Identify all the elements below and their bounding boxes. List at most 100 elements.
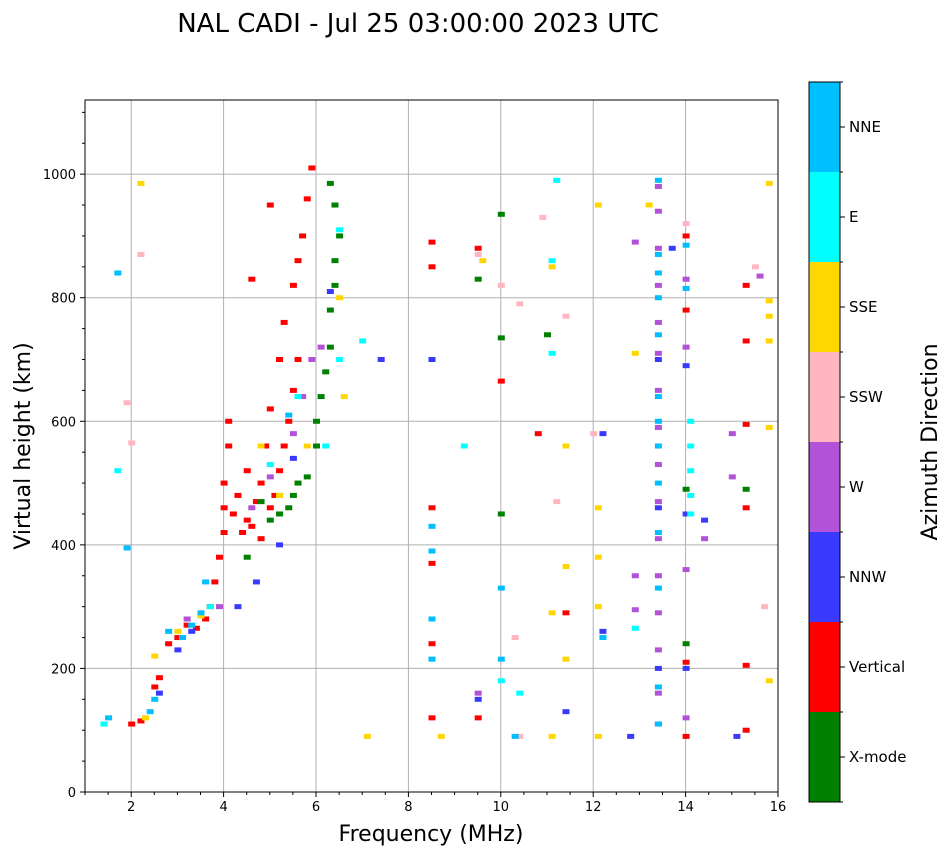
- echo-point: [497, 211, 505, 217]
- echo-point: [654, 665, 662, 671]
- echo-point: [359, 338, 367, 344]
- echo-point: [229, 511, 237, 517]
- echo-point: [336, 357, 344, 362]
- echo-point: [155, 675, 163, 681]
- echo-point: [742, 505, 750, 511]
- echo-point: [599, 635, 607, 641]
- y-tick-label: 600: [51, 415, 76, 430]
- echo-point: [594, 505, 602, 511]
- echo-point: [654, 332, 662, 338]
- y-tick-label: 800: [51, 292, 76, 307]
- echo-point: [687, 418, 695, 424]
- echo-point: [474, 251, 482, 257]
- echo-point: [243, 554, 251, 560]
- echo-point: [682, 285, 690, 291]
- echo-point: [266, 517, 274, 523]
- echo-point: [654, 350, 662, 356]
- echo-point: [654, 690, 662, 696]
- echo-point: [197, 613, 205, 619]
- echo-point: [248, 276, 256, 282]
- echo-point: [428, 239, 436, 245]
- colorbar-tick-label: Vertical: [849, 658, 905, 676]
- echo-point: [654, 536, 662, 542]
- echo-point: [428, 641, 436, 647]
- echo-point: [590, 431, 598, 437]
- echo-point: [215, 604, 223, 610]
- echo-point: [654, 647, 662, 653]
- x-axis-label: Frequency (MHz): [339, 822, 524, 847]
- x-tick-label: 14: [677, 800, 694, 815]
- chart-title: NAL CADI - Jul 25 03:00:00 2023 UTC: [177, 9, 659, 39]
- echo-point: [280, 443, 288, 449]
- echo-point: [202, 616, 210, 622]
- echo-point: [243, 468, 251, 474]
- echo-point: [516, 690, 524, 696]
- echo-point: [289, 387, 297, 393]
- echo-point: [252, 499, 260, 505]
- echo-point: [192, 625, 200, 631]
- echo-point: [248, 505, 256, 511]
- echo-point: [631, 573, 639, 579]
- echo-point: [174, 635, 182, 641]
- echo-point: [248, 523, 256, 529]
- echo-point: [151, 653, 159, 659]
- echo-point: [474, 715, 482, 721]
- echo-point: [266, 202, 274, 208]
- echo-point: [326, 307, 334, 313]
- echo-point: [682, 363, 690, 369]
- echo-point: [562, 656, 570, 662]
- echo-point: [128, 721, 136, 727]
- echo-point: [733, 733, 741, 739]
- echo-point: [682, 715, 690, 721]
- echo-point: [756, 273, 764, 279]
- echo-point: [151, 684, 159, 690]
- echo-point: [303, 474, 311, 480]
- data-points: [100, 165, 773, 739]
- echo-point: [331, 282, 339, 288]
- echo-point: [336, 295, 344, 301]
- echo-point: [497, 282, 505, 288]
- echo-point: [206, 604, 214, 610]
- echo-point: [313, 443, 320, 449]
- echo-point: [654, 319, 662, 325]
- echo-point: [257, 499, 265, 505]
- echo-point: [682, 486, 690, 492]
- echo-point: [183, 622, 191, 628]
- echo-point: [322, 369, 330, 375]
- echo-point: [114, 270, 122, 276]
- echo-point: [497, 678, 505, 684]
- echo-point: [276, 468, 284, 474]
- echo-point: [299, 233, 307, 239]
- echo-point: [751, 264, 759, 270]
- echo-point: [553, 177, 561, 183]
- echo-point: [234, 604, 242, 610]
- echo-point: [631, 607, 639, 613]
- plot-frame: [84, 99, 779, 793]
- x-tick-label: 4: [219, 800, 227, 815]
- echo-point: [428, 357, 436, 362]
- echo-point: [179, 635, 187, 641]
- echo-point: [548, 258, 556, 264]
- echo-point: [497, 656, 505, 662]
- echo-point: [594, 202, 602, 208]
- echo-point: [599, 628, 607, 634]
- echo-point: [654, 208, 662, 214]
- echo-point: [654, 357, 662, 362]
- echo-point: [142, 715, 150, 721]
- echo-point: [654, 418, 662, 424]
- echo-point: [479, 258, 487, 264]
- echo-point: [266, 462, 274, 468]
- echo-point: [128, 440, 136, 446]
- x-axis-ticks: 2 4 6 8 10 12 14 16: [84, 792, 786, 815]
- echo-point: [594, 733, 602, 739]
- echo-point: [428, 505, 436, 511]
- echo-point: [474, 276, 482, 282]
- echo-point: [428, 656, 436, 662]
- echo-point: [257, 536, 265, 542]
- echo-point: [497, 511, 505, 517]
- x-tick-label: 2: [127, 800, 135, 815]
- echo-point: [474, 245, 482, 251]
- echo-point: [654, 251, 662, 257]
- echo-point: [654, 480, 662, 486]
